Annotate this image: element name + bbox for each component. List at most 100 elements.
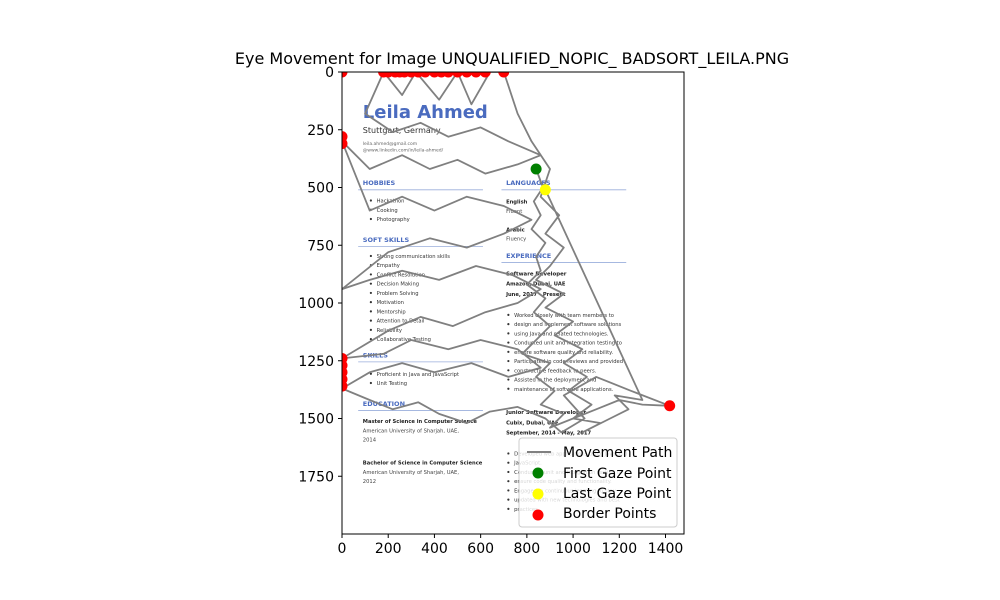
x-tick-label: 0: [338, 541, 347, 557]
legend-last-swatch: [532, 488, 544, 500]
education-school: American University of Sharjah, UAE,: [363, 470, 460, 476]
soft-skill-item: Empathy: [377, 263, 400, 269]
border-point: [342, 72, 348, 78]
languages-title: LANGUAGES: [506, 179, 551, 187]
soft-skill-bullet: [369, 328, 372, 331]
job-bullet: [507, 313, 510, 316]
soft-skill-bullet: [369, 319, 372, 322]
job-bullet: [507, 498, 510, 501]
hobby-item: Photography: [377, 217, 410, 223]
job-bullet: [507, 387, 510, 390]
soft-skill-bullet: [369, 301, 372, 304]
x-axis: 0 200 400 600 800 1000 1200 1400: [338, 534, 683, 557]
soft-skill-bullet: [369, 291, 372, 295]
job-item: Worked closely with team members to: [514, 313, 614, 319]
y-tick-label: 1250: [298, 354, 334, 370]
soft-skills-title: SOFT SKILLS: [363, 236, 410, 244]
job-bullet: [507, 470, 510, 474]
education-school: American University of Sharjah, UAE,: [363, 428, 460, 434]
x-tick-label: 400: [421, 541, 448, 557]
chart-title: Eye Movement for Image UNQUALIFIED_NOPIC…: [235, 49, 789, 69]
job-bullet: [507, 507, 510, 510]
skill-bullet: [369, 381, 372, 385]
y-tick-label: 250: [307, 123, 334, 139]
job-item: Assisted in the deployment and: [514, 378, 596, 384]
soft-skill-item: Mentorship: [377, 309, 407, 315]
legend-border-swatch: [532, 509, 544, 521]
x-tick-label: 1000: [555, 541, 591, 557]
job-bullet: [507, 323, 510, 326]
soft-skill-bullet: [369, 254, 372, 258]
job-bullet: [507, 350, 510, 353]
soft-skill-bullet: [369, 310, 372, 313]
x-tick-label: 200: [375, 541, 402, 557]
movement-path-line: [342, 72, 671, 434]
border-point: [342, 380, 348, 392]
resume-location: Stuttgart, Germany: [363, 126, 441, 135]
y-axis: 0 250 500 750 1000 1250 1500 1750: [298, 65, 342, 485]
legend-movement-label: Movement Path: [563, 445, 672, 461]
job-item: ensure software quality and reliability.: [514, 350, 613, 356]
y-tick-label: 1500: [298, 412, 334, 428]
y-tick-label: 1750: [298, 469, 334, 485]
soft-skill-item: Motivation: [377, 300, 404, 306]
x-tick-label: 600: [467, 541, 494, 557]
hobbies-title: HOBBIES: [363, 179, 396, 187]
soft-skill-bullet: [369, 273, 372, 276]
legend-first-label: First Gaze Point: [563, 466, 672, 482]
experience-title: EXPERIENCE: [506, 252, 551, 260]
soft-skill-item: Attention to Detail: [377, 319, 425, 325]
job-item: Conducted unit and integration testing t…: [514, 341, 622, 347]
y-tick-label: 750: [307, 238, 334, 254]
education-year: 2012: [363, 479, 376, 485]
y-tick-label: 0: [325, 65, 334, 81]
job-bullet: [507, 369, 510, 372]
job-bullet: [507, 489, 510, 492]
job-bullet: [507, 341, 510, 344]
soft-skill-item: Decision Making: [377, 282, 419, 288]
border-point: [498, 72, 510, 78]
skill-item: Proficient in Java and JavaScript: [377, 372, 459, 378]
legend: Movement Path First Gaze Point Last Gaze…: [518, 437, 678, 528]
education-degree: Master of Science in Computer Science: [363, 419, 478, 425]
border-point: [452, 72, 464, 78]
soft-skill-item: Strong communication skills: [377, 254, 451, 260]
border-point: [664, 400, 676, 412]
job-bullet: [507, 480, 510, 483]
soft-skill-item: Conflict Resolution: [377, 272, 425, 278]
border-point: [461, 72, 473, 78]
soft-skill-bullet: [369, 282, 372, 285]
job-bullet: [507, 332, 510, 335]
job-bullet: [507, 452, 510, 455]
education-degree: Bachelor of Science in Computer Science: [363, 461, 483, 467]
job-item: constructive feedback to peers.: [514, 368, 597, 374]
legend-box: [518, 437, 678, 528]
job-bullet: [507, 461, 510, 464]
legend-first-swatch: [532, 467, 544, 479]
hobby-bullet: [369, 217, 372, 221]
border-point: [442, 72, 454, 78]
language-level: Fluency: [506, 237, 526, 243]
job-company: Cubix, Dubai, UAE: [506, 420, 559, 426]
job-item: using Java and related technologies.: [514, 331, 609, 337]
job-company: Amazon, Dubai, UAE: [506, 282, 566, 288]
gaze-data: [342, 72, 676, 434]
last-gaze-point: [539, 184, 551, 196]
x-tick-label: 800: [513, 541, 540, 557]
legend-border-label: Border Points: [563, 506, 656, 522]
border-point: [342, 138, 348, 150]
resume-linkedin: @www.linkedin.com/in/leila-ahmed/: [363, 148, 444, 154]
hobby-item: Cooking: [377, 208, 398, 214]
border-point: [479, 72, 491, 78]
language-name: English: [506, 200, 528, 206]
job-item: Participated in code reviews and provide…: [514, 359, 623, 365]
resume-email: leila.ahmed@gmail.com: [363, 141, 417, 147]
job-dates: September, 2014 - May, 2017: [506, 431, 591, 437]
education-year: 2014: [363, 438, 377, 444]
job-bullet: [507, 359, 510, 363]
education-title: EDUCATION: [363, 400, 405, 408]
border-point: [470, 72, 482, 78]
y-tick-label: 1000: [298, 296, 334, 312]
x-tick-label: 1200: [601, 541, 637, 557]
